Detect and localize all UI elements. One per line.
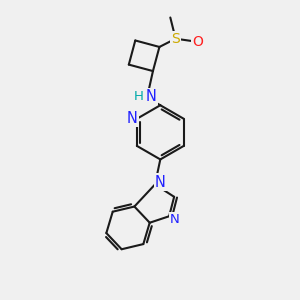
- Text: S: S: [171, 32, 180, 46]
- Text: N: N: [155, 175, 166, 190]
- Text: H: H: [133, 90, 143, 103]
- Text: O: O: [192, 34, 203, 49]
- Text: N: N: [146, 89, 157, 104]
- Text: N: N: [169, 213, 179, 226]
- Text: N: N: [127, 111, 138, 126]
